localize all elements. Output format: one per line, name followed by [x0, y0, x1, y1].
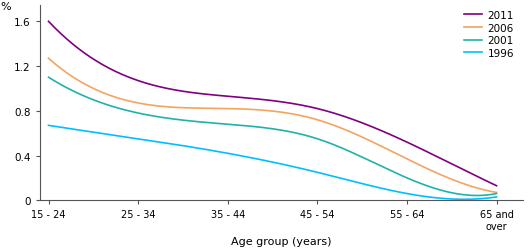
- 2001: [312, 137, 318, 140]
- 1996: [311, 170, 317, 173]
- 2001: [47, 77, 53, 80]
- 2011: [311, 107, 317, 110]
- 2006: [311, 118, 317, 121]
- 2001: [494, 192, 500, 195]
- X-axis label: Age group (years): Age group (years): [231, 237, 332, 246]
- 2006: [320, 120, 326, 123]
- 2011: [320, 109, 326, 112]
- 2006: [494, 191, 500, 194]
- 2006: [312, 118, 318, 121]
- 2001: [474, 194, 480, 197]
- 2001: [45, 76, 52, 79]
- 2011: [47, 22, 53, 25]
- 2006: [47, 59, 53, 62]
- Legend: 2011, 2006, 2001, 1996: 2011, 2006, 2001, 1996: [460, 7, 518, 63]
- 2011: [494, 184, 500, 187]
- 2001: [451, 192, 458, 195]
- 1996: [47, 124, 53, 128]
- Line: 1996: 1996: [49, 126, 497, 200]
- 2006: [451, 179, 458, 182]
- 2011: [45, 21, 52, 24]
- Line: 2006: 2006: [49, 59, 497, 193]
- 2011: [451, 164, 458, 167]
- 2006: [423, 167, 430, 170]
- Line: 2001: 2001: [49, 78, 497, 196]
- Line: 2011: 2011: [49, 22, 497, 186]
- 1996: [312, 171, 318, 174]
- 1996: [460, 198, 467, 201]
- 2011: [423, 150, 430, 153]
- 2006: [45, 57, 52, 60]
- Y-axis label: %: %: [1, 2, 11, 12]
- 1996: [45, 124, 52, 127]
- 1996: [320, 172, 326, 175]
- 1996: [423, 195, 430, 198]
- 1996: [494, 196, 500, 199]
- 2001: [423, 184, 430, 187]
- 1996: [451, 198, 458, 201]
- 2001: [320, 140, 326, 143]
- 2011: [312, 107, 318, 110]
- 2001: [311, 137, 317, 140]
